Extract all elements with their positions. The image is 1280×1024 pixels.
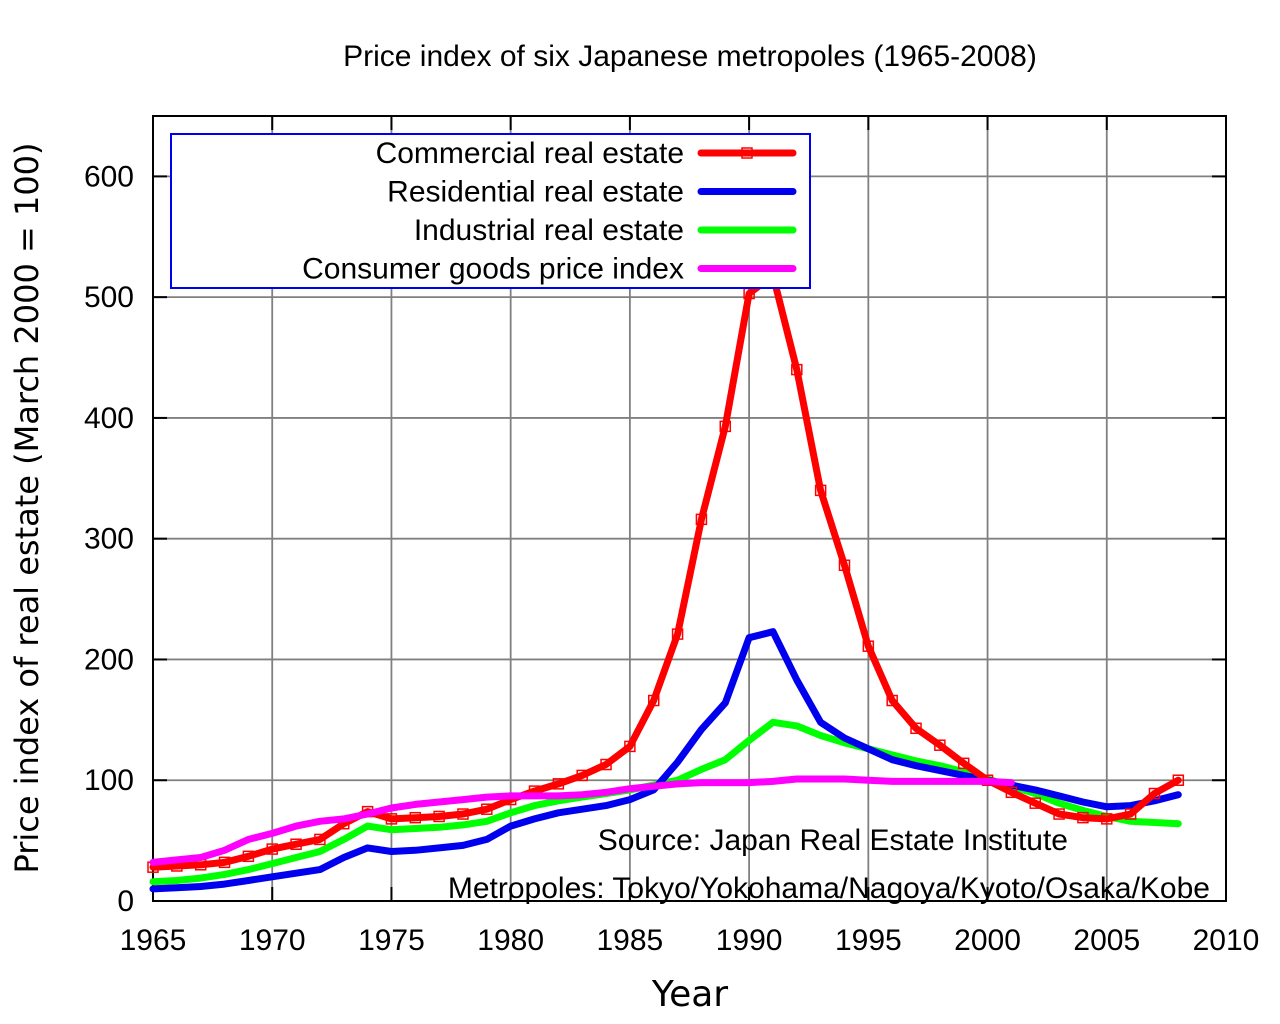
series-layer <box>147 269 1185 893</box>
legend: Commercial real estate Residential real e… <box>170 133 811 289</box>
y-tick-label: 300 <box>84 523 134 556</box>
data-point <box>218 856 231 869</box>
data-point <box>814 484 827 497</box>
data-point <box>910 722 922 735</box>
data-point <box>600 758 612 771</box>
legend-label: Residential real estate <box>387 176 684 209</box>
data-point <box>1172 774 1185 786</box>
data-point <box>266 843 278 855</box>
data-point <box>719 420 732 433</box>
axis-ticks <box>152 116 1227 902</box>
data-point <box>791 363 803 376</box>
data-point <box>290 838 302 850</box>
data-point <box>647 694 660 707</box>
data-point <box>385 813 398 825</box>
data-point <box>457 808 469 820</box>
data-point <box>1029 797 1041 809</box>
data-point <box>957 757 970 770</box>
chart-title: Price index of six Japanese metropoles (… <box>343 40 1037 73</box>
x-tick-label: 1985 <box>597 924 664 957</box>
series-commercial-real-estate <box>147 269 1185 873</box>
x-tick-label: 2005 <box>1073 924 1140 957</box>
series-consumer-goods-price-index <box>149 775 1015 866</box>
legend-label: Commercial real estate <box>376 137 684 170</box>
data-point <box>1077 811 1089 824</box>
y-tick-label: 200 <box>84 643 134 676</box>
x-tick-labels: 1965 1970 1975 1980 1985 1990 1995 2000 2005 2010 <box>120 924 1260 957</box>
legend-label: Consumer goods price index <box>302 253 684 286</box>
series-line <box>149 775 1015 866</box>
data-point <box>862 640 875 652</box>
data-point <box>481 803 493 815</box>
data-point <box>886 694 898 707</box>
data-point <box>314 833 326 846</box>
x-tick-label: 2000 <box>954 924 1021 957</box>
annotation-source: Source: Japan Real Estate Institute <box>598 824 1068 857</box>
annotation-metropoles: Metropoles: Tokyo/Yokohama/Nagoya/Kyoto/… <box>448 872 1210 905</box>
data-point <box>838 559 851 572</box>
data-point <box>671 628 684 640</box>
x-tick-label: 1965 <box>120 924 187 957</box>
x-tick-label: 1975 <box>358 924 425 957</box>
data-point <box>1101 813 1113 825</box>
data-point <box>695 513 708 526</box>
x-axis-label: Year <box>651 974 728 1015</box>
data-point <box>433 810 445 823</box>
x-tick-label: 1990 <box>716 924 783 957</box>
y-tick-label: 0 <box>117 885 134 918</box>
y-axis-label: Price index of real estate (March 2000 =… <box>8 142 46 873</box>
data-point <box>242 850 255 863</box>
legend-label: Industrial real estate <box>414 214 684 247</box>
data-point <box>1148 787 1161 800</box>
series-line <box>149 271 1182 871</box>
x-tick-label: 1980 <box>477 924 544 957</box>
data-point <box>576 769 588 782</box>
data-point <box>1124 808 1137 820</box>
plot-frame <box>152 115 1227 902</box>
legend-box <box>170 133 811 289</box>
y-tick-labels: 0 100 200 300 400 500 600 <box>84 160 134 918</box>
data-point <box>409 811 422 824</box>
x-tick-label: 2010 <box>1193 924 1260 957</box>
data-point <box>552 778 565 790</box>
x-tick-label: 1995 <box>835 924 902 957</box>
y-tick-label: 100 <box>84 764 134 797</box>
y-tick-label: 600 <box>84 160 134 193</box>
data-point <box>624 740 636 753</box>
data-point <box>1053 808 1065 820</box>
data-point <box>1005 786 1018 799</box>
legend-marker <box>741 147 753 159</box>
y-tick-label: 400 <box>84 402 134 435</box>
y-tick-label: 500 <box>84 281 134 314</box>
data-point <box>934 739 946 751</box>
x-tick-label: 1970 <box>239 924 306 957</box>
